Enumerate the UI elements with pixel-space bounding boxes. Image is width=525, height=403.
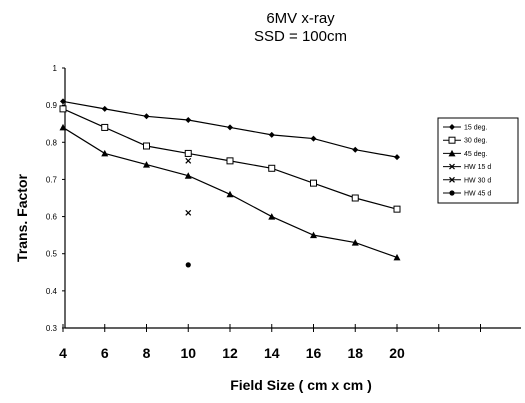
legend-item: HW 45 d xyxy=(443,190,491,198)
x-tick-label: 10 xyxy=(180,345,196,361)
x-tick-label: 12 xyxy=(222,345,238,361)
data-point xyxy=(185,157,192,164)
legend-item: 30 deg. xyxy=(443,136,487,145)
x-marker-stroke xyxy=(185,157,192,164)
data-point xyxy=(310,135,317,142)
y-tick-label: 0.5 xyxy=(46,250,58,259)
data-point xyxy=(268,131,275,138)
legend-box xyxy=(437,117,519,204)
legend-item: 15 deg. xyxy=(443,124,487,132)
legend-label: 15 deg. xyxy=(464,125,487,132)
series-5 xyxy=(185,209,192,216)
legend-marker xyxy=(448,149,456,157)
series-2 xyxy=(59,105,401,213)
data-point xyxy=(394,154,400,161)
series-6 xyxy=(185,262,191,268)
data-point xyxy=(351,239,359,246)
data-point xyxy=(185,117,192,123)
legend-label: 30 deg. xyxy=(464,138,487,145)
data-point xyxy=(352,146,359,153)
legend-marker xyxy=(449,190,455,196)
data-point xyxy=(143,113,150,120)
data-point xyxy=(101,105,108,112)
data-point xyxy=(184,149,192,157)
data-point xyxy=(227,124,233,131)
data-point xyxy=(59,123,67,131)
data-point xyxy=(310,179,317,187)
data-point xyxy=(184,172,192,179)
legend-label: HW 15 d xyxy=(464,164,491,171)
y-axis-label: Trans. Factor xyxy=(14,173,30,261)
legend-marker xyxy=(448,136,456,144)
data-point xyxy=(59,105,67,113)
x-marker-stroke xyxy=(449,176,455,183)
y-tick-label: 0.6 xyxy=(46,213,58,222)
legend: 15 deg. 30 deg. 45 deg. HW 15 d HW 30 d HW 45… xyxy=(437,117,519,204)
x-tick-label: 14 xyxy=(264,345,280,361)
chart-title: 6MV x-ray xyxy=(266,10,335,27)
y-tick-label: 0.3 xyxy=(46,324,58,333)
x-tick-label: 20 xyxy=(389,345,405,361)
y-tick-labels: 0.3 0.4 0.5 0.6 0.7 0.8 0.9 1 xyxy=(46,64,58,333)
legend-label: HW 45 d xyxy=(464,191,491,198)
legend-item: 45 deg. xyxy=(443,149,487,158)
series-group xyxy=(59,98,401,268)
data-point xyxy=(185,262,191,268)
legend-item: HW 30 d xyxy=(443,176,491,184)
y-tick-label: 0.7 xyxy=(46,175,58,184)
series-3 xyxy=(59,123,401,261)
data-point xyxy=(226,157,234,165)
axes xyxy=(62,67,521,332)
chart-subtitle: SSD = 100cm xyxy=(254,28,347,45)
y-tick-label: 1 xyxy=(53,64,58,73)
data-point xyxy=(268,164,276,172)
x-tick-label: 4 xyxy=(59,345,67,361)
data-point xyxy=(185,209,192,216)
data-point xyxy=(310,231,317,239)
y-tick-label: 0.4 xyxy=(46,287,58,296)
legend-label: HW 30 d xyxy=(464,177,491,184)
data-point xyxy=(101,149,109,157)
x-tick-label: 6 xyxy=(101,345,109,361)
data-point xyxy=(226,190,234,198)
legend-label: 45 deg. xyxy=(464,151,487,158)
data-point xyxy=(60,98,66,105)
data-point xyxy=(393,253,401,261)
legend-marker xyxy=(449,163,455,170)
x-tick-label: 8 xyxy=(143,345,151,361)
x-marker-stroke xyxy=(185,209,192,216)
y-tick-label: 0.8 xyxy=(46,138,58,147)
y-tick-label: 0.9 xyxy=(46,101,58,110)
legend-item: HW 15 d xyxy=(443,163,491,171)
data-point xyxy=(268,213,276,220)
legend-marker xyxy=(449,124,455,130)
legend-marker xyxy=(449,176,455,183)
x-tick-label: 18 xyxy=(347,345,363,361)
data-point xyxy=(143,161,150,168)
data-point xyxy=(351,194,359,202)
x-tick-labels: 4 6 8 10 12 14 16 18 20 xyxy=(59,345,405,361)
data-point xyxy=(143,142,150,150)
x-marker-stroke xyxy=(449,163,455,170)
data-point xyxy=(101,123,109,131)
series-4 xyxy=(185,157,192,164)
x-axis-label: Field Size ( cm x cm ) xyxy=(230,377,372,393)
data-point xyxy=(393,205,401,213)
x-tick-label: 16 xyxy=(306,345,322,361)
series-1 xyxy=(60,98,400,161)
